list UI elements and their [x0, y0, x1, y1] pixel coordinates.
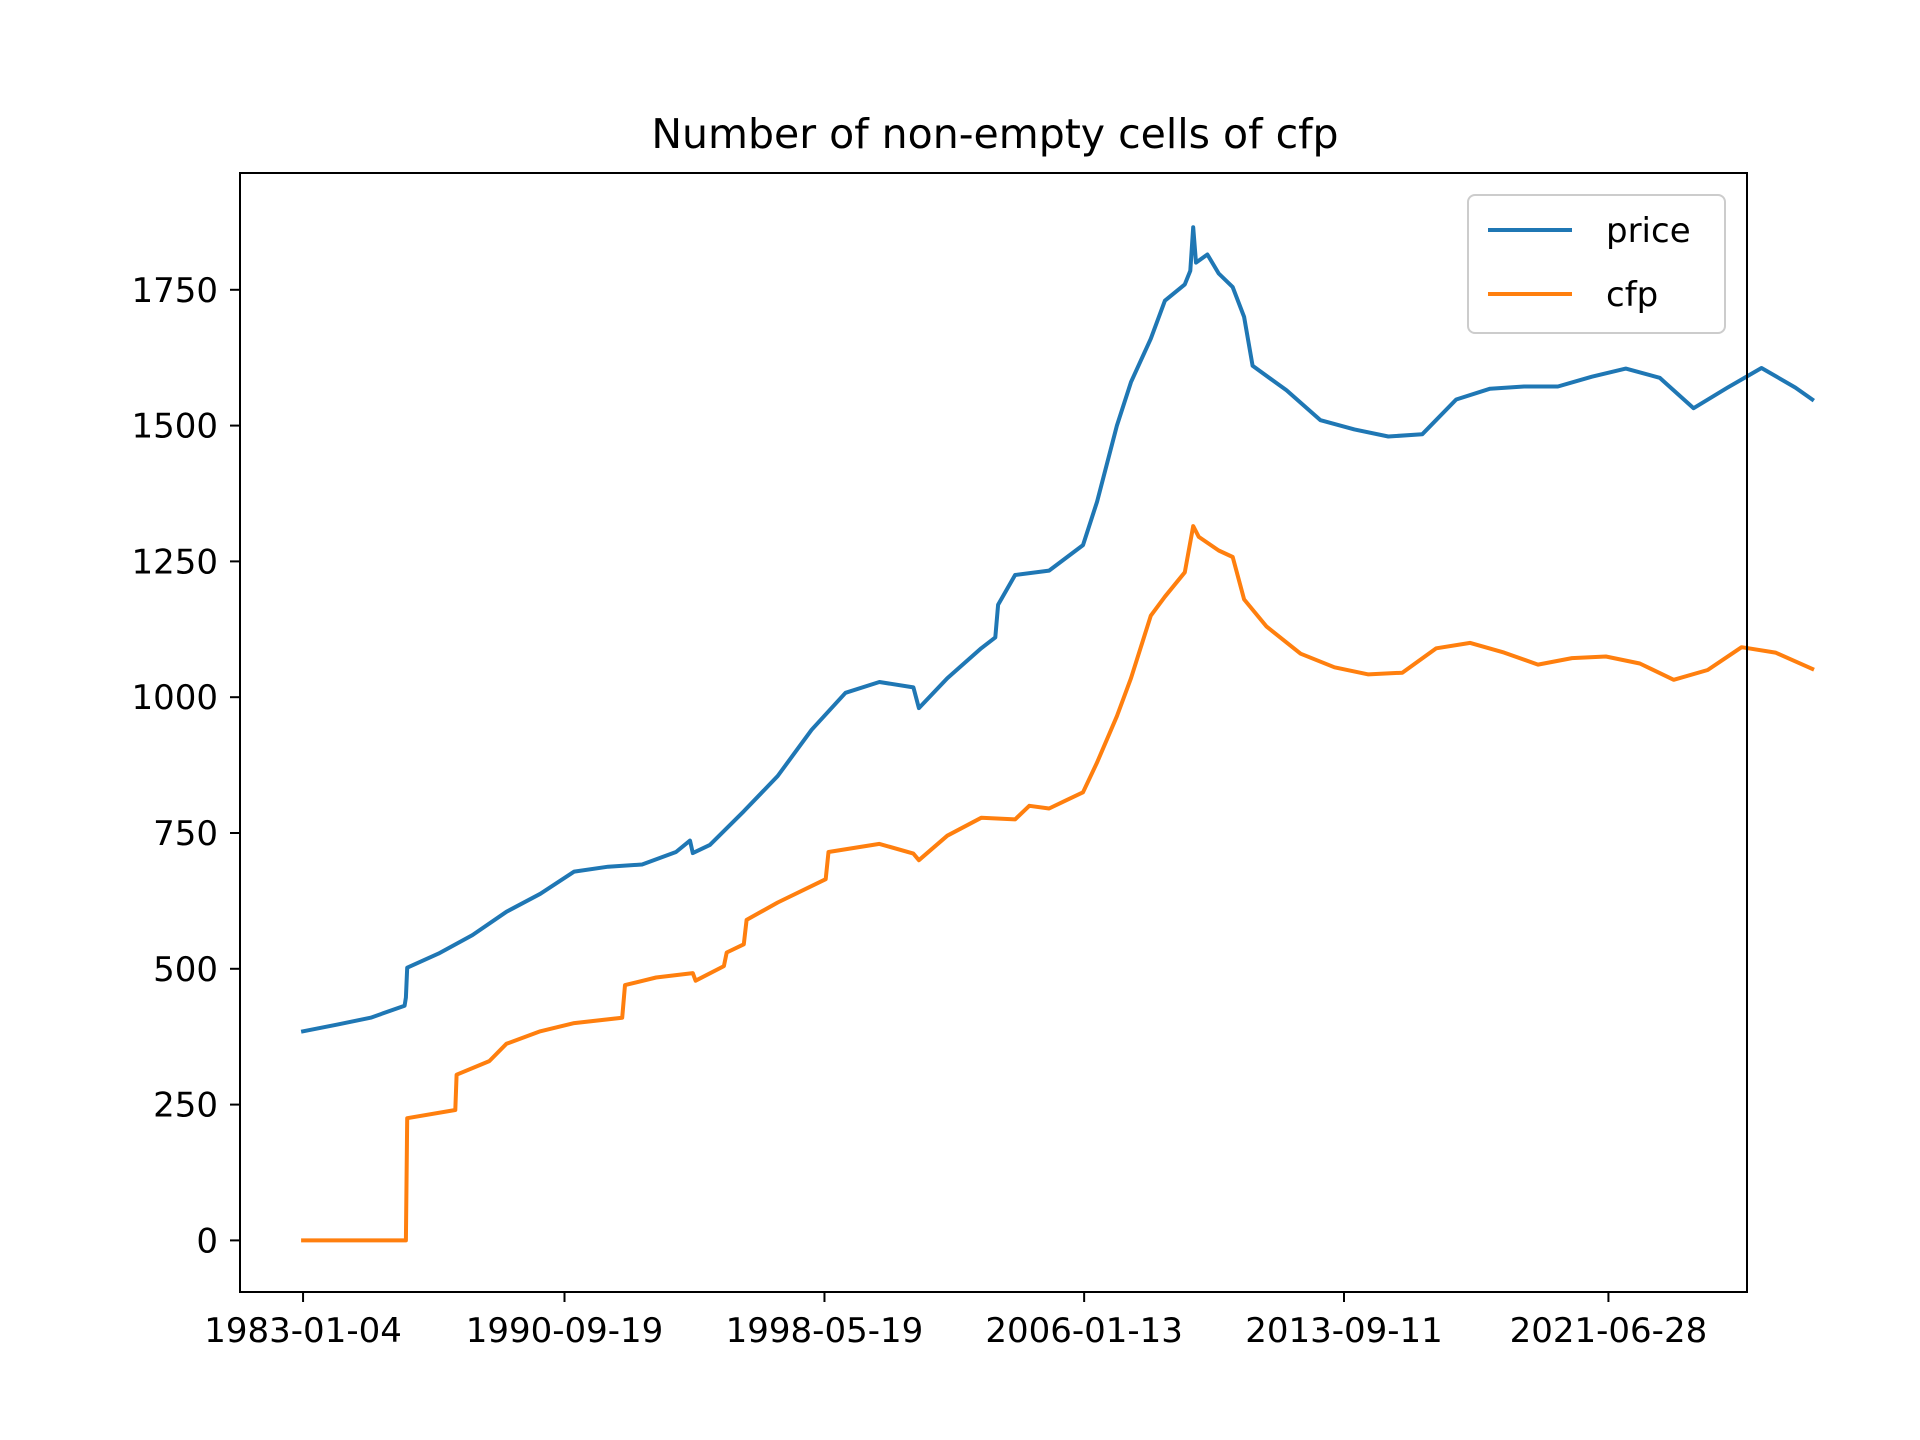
x-tick-label: 1990-09-19 — [466, 1311, 664, 1351]
chart-title: Number of non-empty cells of cfp — [651, 110, 1338, 158]
legend: price cfp — [1467, 194, 1726, 334]
x-tick-label: 2006-01-13 — [985, 1311, 1183, 1351]
legend-label-price: price — [1606, 211, 1691, 251]
y-tick-label: 1000 — [131, 678, 218, 718]
x-tick-label: 1983-01-04 — [204, 1311, 402, 1351]
series-line-cfp — [301, 524, 1815, 1243]
y-tick-label: 0 — [196, 1221, 218, 1261]
y-tick-label: 1500 — [131, 407, 218, 447]
y-tick-label: 500 — [153, 950, 218, 990]
y-axis: 0 250 500 750 1000 1250 1500 1750 — [131, 271, 240, 1261]
x-axis: 1983-01-04 1990-09-19 1998-05-19 2006-01-13… — [204, 1292, 1707, 1351]
x-tick-label: 2021-06-28 — [1510, 1311, 1708, 1351]
series-line-price — [300, 225, 1815, 1034]
y-tick-label: 1250 — [131, 542, 218, 582]
legend-label-cfp: cfp — [1606, 275, 1658, 315]
x-tick-label: 1998-05-19 — [726, 1311, 924, 1351]
series-layer — [300, 225, 1815, 1243]
x-tick-label: 2013-09-11 — [1245, 1311, 1443, 1351]
y-tick-label: 750 — [153, 814, 218, 854]
y-tick-label: 1750 — [131, 271, 218, 311]
plot-frame — [239, 172, 1748, 1293]
y-tick-label: 250 — [153, 1086, 218, 1126]
